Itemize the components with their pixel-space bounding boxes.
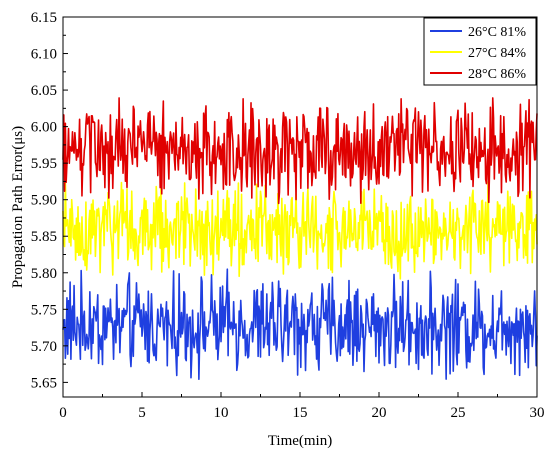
- y-tick-label: 6.05: [31, 83, 57, 99]
- series-line-2: [62, 180, 538, 280]
- x-tick-label: 30: [530, 405, 545, 421]
- x-tick-label: 10: [214, 405, 229, 421]
- legend-label: 27°C 84%: [468, 46, 526, 61]
- y-tick-label: 6.15: [31, 10, 57, 26]
- x-tick-label: 5: [138, 405, 146, 421]
- series-line-3: [62, 97, 538, 205]
- y-tick-label: 6.10: [31, 47, 57, 63]
- x-tick-label: 0: [59, 405, 67, 421]
- legend-label: 28°C 86%: [468, 67, 526, 82]
- y-tick-label: 5.75: [31, 302, 57, 318]
- y-tick-label: 6.00: [31, 120, 57, 136]
- y-tick-label: 5.70: [31, 339, 57, 355]
- y-axis: 5.65 5.70 5.75 5.80 5.85 5.90 5.95 6.00 6.05 6.10…: [31, 10, 68, 391]
- y-tick-label: 5.95: [31, 156, 57, 172]
- y-tick-label: 5.90: [31, 193, 57, 209]
- x-tick-label: 20: [372, 405, 387, 421]
- series-line-1: [62, 268, 538, 381]
- y-axis-label: Propagation Path Error(μs): [10, 126, 26, 288]
- legend-label: 26°C 81%: [468, 25, 526, 40]
- x-axis: 0 5 10 15 20 25 30: [59, 392, 545, 421]
- y-tick-label: 5.85: [31, 229, 57, 245]
- x-axis-label: Time(min): [268, 433, 332, 449]
- series-layer: [62, 97, 538, 381]
- x-tick-label: 15: [293, 405, 308, 421]
- y-tick-label: 5.80: [31, 266, 57, 282]
- y-tick-label: 5.65: [31, 375, 57, 391]
- legend: 26°C 81% 27°C 84% 28°C 86%: [423, 17, 537, 86]
- x-tick-label: 25: [451, 405, 466, 421]
